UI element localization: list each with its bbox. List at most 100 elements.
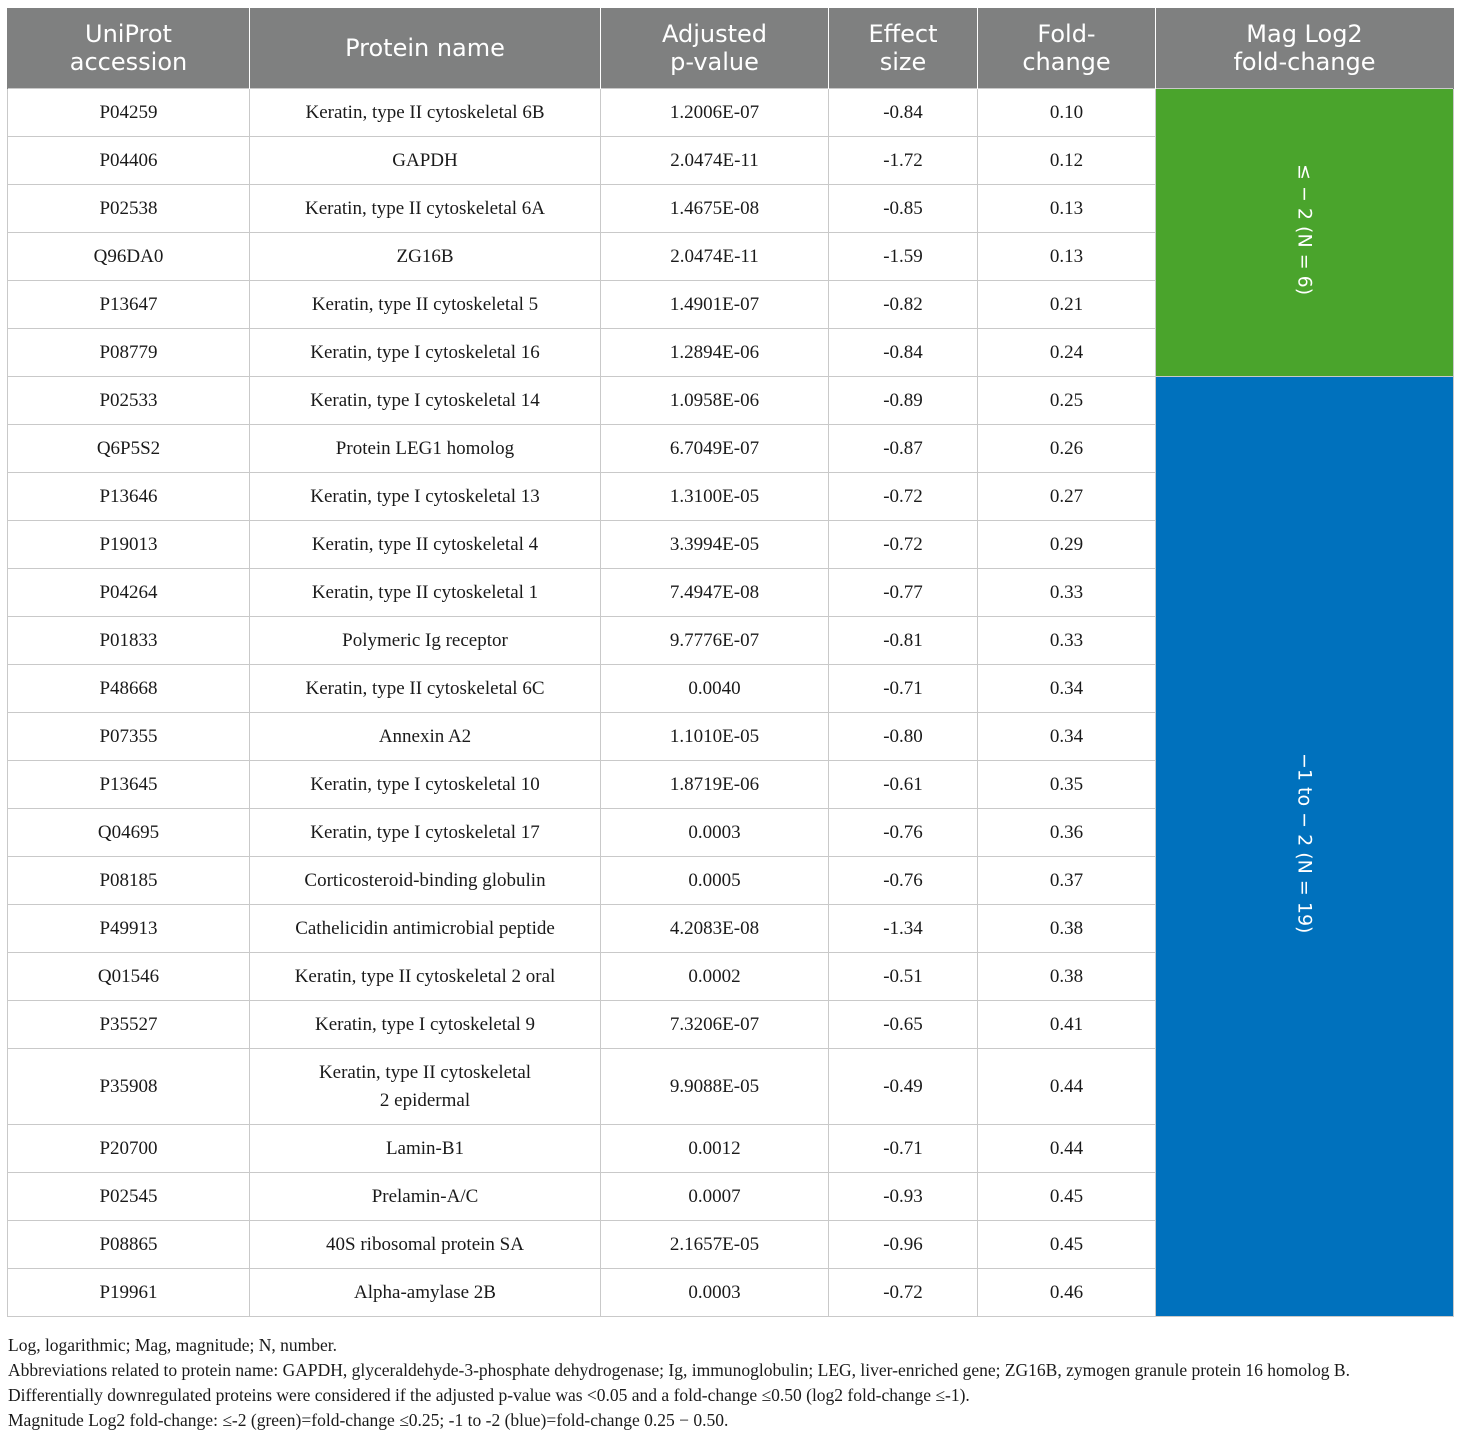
cell-adjusted-p: 2.0474E-11 [600, 232, 829, 281]
cell-fold-change: 0.45 [977, 1220, 1156, 1269]
cell-adjusted-p: 7.3206E-07 [600, 1000, 829, 1049]
cell-protein-name: Keratin, type II cytoskeletal 6C [249, 664, 601, 713]
cell-adjusted-p: 2.0474E-11 [600, 136, 829, 185]
header-row: UniProt accession Protein name Adjusted p-… [7, 8, 1454, 89]
table-row: Q96DA0 ZG16B 2.0474E-11 -1.59 0.13 [7, 232, 1454, 281]
col-header-fold-change: Fold-change [977, 8, 1156, 89]
table-row: P08185 Corticosteroid-binding globulin 0.0… [7, 856, 1454, 905]
cell-protein-name: Keratin, type II cytoskeletal 2 epidermal [249, 1048, 601, 1125]
cell-adjusted-p: 3.3994E-05 [600, 520, 829, 569]
cell-fold-change: 0.33 [977, 616, 1156, 665]
cell-fold-change: 0.36 [977, 808, 1156, 857]
cell-accession: P49913 [7, 904, 250, 953]
cell-adjusted-p: 4.2083E-08 [600, 904, 829, 953]
cell-adjusted-p: 1.8719E-06 [600, 760, 829, 809]
cell-effect-size: -0.84 [828, 88, 978, 137]
table-row: P35527 Keratin, type I cytoskeletal 9 7.32… [7, 1000, 1454, 1049]
cell-effect-size: -0.96 [828, 1220, 978, 1269]
magnitude-group-label: ≤ − 2 (N = 6) [1293, 163, 1316, 296]
cell-accession: Q01546 [7, 952, 250, 1001]
cell-protein-name: Keratin, type II cytoskeletal 1 [249, 568, 601, 617]
cell-adjusted-p: 0.0007 [600, 1172, 829, 1221]
magnitude-group-band: −1 to − 2 (N = 19) [1155, 376, 1454, 1317]
cell-adjusted-p: 1.1010E-05 [600, 712, 829, 761]
cell-protein-name: Prelamin-A/C [249, 1172, 601, 1221]
cell-protein-name: Keratin, type I cytoskeletal 17 [249, 808, 601, 857]
cell-effect-size: -0.87 [828, 424, 978, 473]
table-row: P20700 Lamin-B1 0.0012 -0.71 0.44 [7, 1124, 1454, 1173]
cell-effect-size: -0.80 [828, 712, 978, 761]
cell-effect-size: -0.76 [828, 856, 978, 905]
footnote: Magnitude Log2 fold-change: ≤-2 (green)=… [8, 1410, 729, 1430]
cell-fold-change: 0.46 [977, 1268, 1156, 1317]
table-row: P08779 Keratin, type I cytoskeletal 16 1.2… [7, 328, 1454, 377]
cell-effect-size: -0.82 [828, 280, 978, 329]
cell-accession: Q6P5S2 [7, 424, 250, 473]
cell-protein-name: Keratin, type II cytoskeletal 4 [249, 520, 601, 569]
cell-accession: P04264 [7, 568, 250, 617]
cell-accession: P20700 [7, 1124, 250, 1173]
cell-adjusted-p: 0.0003 [600, 808, 829, 857]
cell-accession: P19961 [7, 1268, 250, 1317]
cell-protein-name: Lamin-B1 [249, 1124, 601, 1173]
cell-adjusted-p: 1.2894E-06 [600, 328, 829, 377]
cell-adjusted-p: 0.0012 [600, 1124, 829, 1173]
cell-accession: P08865 [7, 1220, 250, 1269]
cell-accession: P35527 [7, 1000, 250, 1049]
cell-protein-name: Keratin, type I cytoskeletal 10 [249, 760, 601, 809]
table-row: P01833 Polymeric Ig receptor 9.7776E-07 -0.… [7, 616, 1454, 665]
cell-adjusted-p: 6.7049E-07 [600, 424, 829, 473]
col-header-mag-log2: Mag Log2 fold-change [1155, 8, 1454, 89]
cell-accession: P08185 [7, 856, 250, 905]
table-row: P04264 Keratin, type II cytoskeletal 1 7.4… [7, 568, 1454, 617]
cell-fold-change: 0.38 [977, 904, 1156, 953]
table-row: P02533 Keratin, type I cytoskeletal 14 1.0… [7, 376, 1454, 1317]
table-container: UniProt accession Protein name Adjusted p-… [7, 8, 1454, 1317]
table-row: P07355 Annexin A2 1.1010E-05 -0.80 0.34 [7, 712, 1454, 761]
cell-fold-change: 0.24 [977, 328, 1156, 377]
cell-fold-change: 0.33 [977, 568, 1156, 617]
cell-accession: P02545 [7, 1172, 250, 1221]
table-row: Q04695 Keratin, type I cytoskeletal 17 0.0… [7, 808, 1454, 857]
cell-protein-name: Annexin A2 [249, 712, 601, 761]
cell-protein-name: ZG16B [249, 232, 601, 281]
cell-effect-size: -0.85 [828, 184, 978, 233]
cell-effect-size: -0.77 [828, 568, 978, 617]
cell-protein-name: Keratin, type II cytoskeletal 6A [249, 184, 601, 233]
cell-effect-size: -0.65 [828, 1000, 978, 1049]
cell-adjusted-p: 9.9088E-05 [600, 1048, 829, 1125]
cell-effect-size: -0.89 [828, 376, 978, 425]
cell-accession: P07355 [7, 712, 250, 761]
cell-protein-name: Keratin, type I cytoskeletal 9 [249, 1000, 601, 1049]
table-row: P02545 Prelamin-A/C 0.0007 -0.93 0.45 [7, 1172, 1454, 1221]
cell-accession: P48668 [7, 664, 250, 713]
table-row: Q01546 Keratin, type II cytoskeletal 2 or… [7, 952, 1454, 1001]
table-body: P04259 Keratin, type II cytoskeletal 6B 1.… [7, 88, 1454, 1317]
cell-adjusted-p: 1.3100E-05 [600, 472, 829, 521]
cell-fold-change: 0.44 [977, 1124, 1156, 1173]
cell-effect-size: -0.51 [828, 952, 978, 1001]
protein-table: UniProt accession Protein name Adjusted p-… [7, 8, 1454, 1317]
magnitude-group-band: ≤ − 2 (N = 6) [1155, 88, 1454, 377]
cell-fold-change: 0.38 [977, 952, 1156, 1001]
cell-accession: Q96DA0 [7, 232, 250, 281]
cell-effect-size: -0.61 [828, 760, 978, 809]
cell-accession: P01833 [7, 616, 250, 665]
cell-protein-name: Polymeric Ig receptor [249, 616, 601, 665]
cell-accession: P04259 [7, 88, 250, 137]
cell-fold-change: 0.25 [977, 376, 1156, 425]
cell-fold-change: 0.13 [977, 184, 1156, 233]
cell-effect-size: -0.76 [828, 808, 978, 857]
cell-accession: P08779 [7, 328, 250, 377]
cell-protein-name: GAPDH [249, 136, 601, 185]
footnotes: Log, logarithmic; Mag, magnitude; N, num… [8, 1333, 1454, 1433]
cell-fold-change: 0.27 [977, 472, 1156, 521]
cell-effect-size: -0.72 [828, 1268, 978, 1317]
table-row: P04259 Keratin, type II cytoskeletal 6B 1.… [7, 88, 1454, 377]
table-row: P08865 40S ribosomal protein SA 2.1657E-05… [7, 1220, 1454, 1269]
cell-fold-change: 0.34 [977, 712, 1156, 761]
cell-accession: P13647 [7, 280, 250, 329]
cell-accession: P35908 [7, 1048, 250, 1125]
cell-protein-name: Cathelicidin antimicrobial peptide [249, 904, 601, 953]
cell-adjusted-p: 0.0002 [600, 952, 829, 1001]
